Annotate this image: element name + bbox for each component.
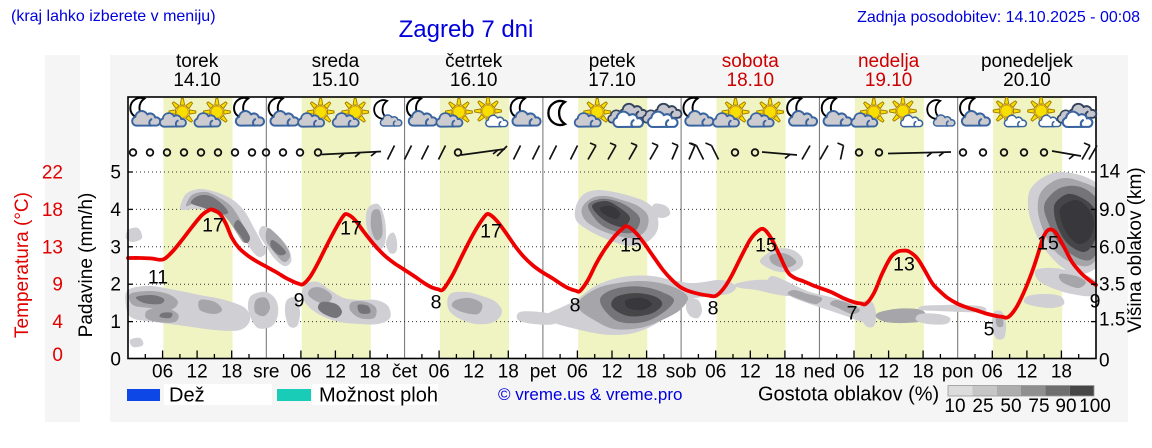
svg-text:4: 4 (52, 312, 63, 333)
svg-text:sob: sob (666, 362, 697, 383)
svg-text:18: 18 (42, 200, 63, 221)
svg-text:18: 18 (636, 362, 657, 383)
svg-text:06: 06 (982, 362, 1003, 383)
svg-text:17: 17 (480, 221, 502, 243)
svg-text:0: 0 (1099, 351, 1110, 372)
svg-text:sreda: sreda (312, 51, 360, 72)
svg-text:1: 1 (110, 312, 121, 333)
svg-text:6.0: 6.0 (1099, 237, 1125, 258)
svg-text:9.0: 9.0 (1099, 200, 1125, 221)
svg-text:14: 14 (1099, 162, 1121, 183)
svg-text:17: 17 (340, 218, 362, 240)
svg-text:19.10: 19.10 (865, 70, 913, 91)
svg-text:18: 18 (221, 362, 242, 383)
svg-text:četrtek: četrtek (445, 51, 503, 72)
svg-text:torek: torek (176, 51, 219, 72)
svg-text:06: 06 (843, 362, 864, 383)
svg-text:© vreme.us & vreme.pro: © vreme.us & vreme.pro (498, 385, 682, 404)
svg-text:17: 17 (202, 215, 224, 237)
svg-text:06: 06 (429, 362, 450, 383)
svg-text:12: 12 (740, 362, 761, 383)
svg-text:0: 0 (52, 345, 63, 366)
svg-text:(kraj lahko izberete v meniju): (kraj lahko izberete v meniju) (11, 8, 216, 25)
svg-text:18: 18 (359, 362, 380, 383)
svg-text:sre: sre (253, 362, 279, 383)
svg-text:Zagreb 7 dni: Zagreb 7 dni (399, 16, 534, 43)
svg-text:5: 5 (984, 319, 995, 341)
svg-text:9: 9 (294, 290, 305, 312)
svg-text:12: 12 (878, 362, 899, 383)
svg-text:5: 5 (110, 163, 121, 184)
svg-text:12: 12 (1016, 362, 1037, 383)
svg-text:Padavine (mm/h): Padavine (mm/h) (76, 193, 97, 338)
svg-text:18: 18 (498, 362, 519, 383)
svg-text:12: 12 (325, 362, 346, 383)
svg-text:2: 2 (110, 275, 121, 296)
svg-text:Višina oblakov (km): Višina oblakov (km) (1125, 167, 1146, 332)
svg-text:18: 18 (913, 362, 934, 383)
svg-text:20.10: 20.10 (1003, 70, 1051, 91)
svg-text:16.10: 16.10 (450, 70, 498, 91)
svg-text:Zadnja posodobitev: 14.10.2025: Zadnja posodobitev: 14.10.2025 - 00:08 (857, 9, 1140, 26)
svg-text:0: 0 (110, 350, 121, 371)
svg-text:13: 13 (42, 237, 63, 258)
svg-text:12: 12 (601, 362, 622, 383)
svg-text:15: 15 (1037, 233, 1059, 255)
svg-text:sobota: sobota (722, 51, 779, 72)
svg-text:90: 90 (1055, 396, 1076, 417)
svg-text:ned: ned (804, 362, 836, 383)
svg-text:15.10: 15.10 (312, 70, 360, 91)
svg-text:06: 06 (705, 362, 726, 383)
svg-text:13: 13 (893, 254, 915, 276)
svg-text:22: 22 (42, 163, 63, 184)
svg-text:petek: petek (589, 51, 636, 72)
svg-text:3: 3 (110, 237, 121, 258)
svg-text:06: 06 (290, 362, 311, 383)
svg-text:11: 11 (148, 267, 168, 289)
svg-text:17.10: 17.10 (588, 70, 636, 91)
svg-text:18: 18 (774, 362, 795, 383)
svg-text:pet: pet (530, 362, 557, 383)
svg-text:100: 100 (1079, 396, 1111, 417)
svg-text:06: 06 (152, 362, 173, 383)
svg-text:Gostota oblakov (%): Gostota oblakov (%) (758, 384, 939, 406)
svg-text:14.10: 14.10 (173, 70, 221, 91)
svg-text:9: 9 (52, 275, 63, 296)
svg-text:8: 8 (570, 295, 581, 317)
svg-text:10: 10 (944, 396, 965, 417)
svg-text:75: 75 (1028, 396, 1049, 417)
svg-text:3.5: 3.5 (1099, 275, 1125, 296)
svg-text:15: 15 (620, 235, 642, 257)
svg-text:čet: čet (392, 362, 418, 383)
svg-text:12: 12 (187, 362, 208, 383)
svg-text:50: 50 (1000, 396, 1021, 417)
svg-text:9: 9 (1090, 291, 1101, 313)
svg-text:8: 8 (431, 292, 442, 314)
svg-text:nedelja: nedelja (858, 51, 920, 72)
svg-text:25: 25 (972, 396, 993, 417)
svg-text:Dež: Dež (169, 385, 205, 407)
svg-text:15: 15 (755, 235, 777, 257)
svg-text:4: 4 (110, 200, 121, 221)
svg-text:Temperatura (°C): Temperatura (°C) (12, 192, 33, 338)
svg-text:18.10: 18.10 (727, 70, 775, 91)
svg-text:pon: pon (942, 362, 974, 383)
svg-text:8: 8 (708, 298, 719, 320)
svg-text:1.5: 1.5 (1099, 310, 1125, 331)
svg-text:Možnost ploh: Možnost ploh (319, 385, 438, 407)
svg-text:ponedeljek: ponedeljek (981, 51, 1073, 72)
svg-text:12: 12 (463, 362, 484, 383)
svg-text:06: 06 (567, 362, 588, 383)
svg-text:7: 7 (847, 303, 858, 325)
svg-text:18: 18 (1051, 362, 1072, 383)
